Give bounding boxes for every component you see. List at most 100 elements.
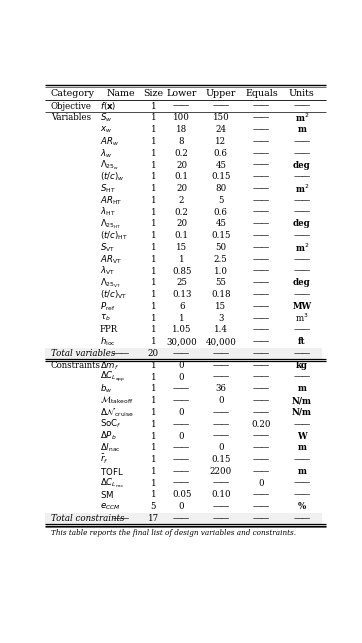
Text: ——: —— xyxy=(253,102,270,111)
Text: 1: 1 xyxy=(151,372,156,381)
Text: 25: 25 xyxy=(176,278,187,287)
Text: $S_w$: $S_w$ xyxy=(100,112,112,124)
Text: $(t/c)_{\mathrm{VT}}$: $(t/c)_{\mathrm{VT}}$ xyxy=(100,289,127,301)
Text: ——: —— xyxy=(253,137,270,146)
Text: m$^2$: m$^2$ xyxy=(295,241,309,254)
Text: ——: —— xyxy=(253,302,270,311)
Text: 0: 0 xyxy=(179,502,185,511)
Text: ——: —— xyxy=(253,467,270,476)
Text: 1: 1 xyxy=(151,361,156,370)
Text: m: m xyxy=(297,385,306,394)
Text: ——: —— xyxy=(173,396,190,405)
Text: 0.15: 0.15 xyxy=(211,455,231,464)
Text: Name: Name xyxy=(106,89,135,98)
Text: ——: —— xyxy=(253,431,270,440)
Text: ——: —— xyxy=(293,478,310,487)
Text: ——: —— xyxy=(253,161,270,170)
Text: ——: —— xyxy=(212,502,230,511)
Text: ——: —— xyxy=(293,372,310,381)
Text: ——: —— xyxy=(253,514,270,523)
Text: 1: 1 xyxy=(179,255,185,264)
Text: deg: deg xyxy=(293,219,311,228)
Text: ——: —— xyxy=(253,149,270,158)
Text: $\Delta C_{L_{\mathrm{nac}}}$: $\Delta C_{L_{\mathrm{nac}}}$ xyxy=(100,476,124,490)
Text: 40,000: 40,000 xyxy=(205,338,236,347)
Text: 1.0: 1.0 xyxy=(214,267,228,276)
Text: 30,000: 30,000 xyxy=(166,338,197,347)
Text: 0: 0 xyxy=(179,408,185,417)
Text: ——: —— xyxy=(173,443,190,452)
Text: Units: Units xyxy=(289,89,315,98)
Text: 1: 1 xyxy=(151,385,156,394)
Text: 0.1: 0.1 xyxy=(174,231,189,240)
Text: 36: 36 xyxy=(215,385,226,394)
Text: $\mathrm{SoC}_f$: $\mathrm{SoC}_f$ xyxy=(100,418,121,430)
Text: $\Lambda_{25_w}$: $\Lambda_{25_w}$ xyxy=(100,158,119,172)
Text: $\Delta C_{L_{\mathrm{app}}}$: $\Delta C_{L_{\mathrm{app}}}$ xyxy=(100,370,125,385)
Bar xyxy=(45,512,322,525)
Text: ——: —— xyxy=(173,349,190,358)
Text: 1.05: 1.05 xyxy=(172,325,191,334)
Text: ——: —— xyxy=(293,149,310,158)
Text: 0.10: 0.10 xyxy=(211,491,231,500)
Text: ——: —— xyxy=(253,243,270,252)
Text: 0: 0 xyxy=(179,361,185,370)
Text: $e_{CCM}$: $e_{CCM}$ xyxy=(100,502,120,512)
Text: 0.20: 0.20 xyxy=(252,420,271,429)
Text: $P_{\mathrm{ref}}$: $P_{\mathrm{ref}}$ xyxy=(100,300,115,312)
Text: ——: —— xyxy=(212,408,230,417)
Text: ——: —— xyxy=(173,467,190,476)
Text: ——: —— xyxy=(212,361,230,370)
Text: 0.6: 0.6 xyxy=(214,208,228,217)
Text: $\mathrm{TOFL}$: $\mathrm{TOFL}$ xyxy=(100,466,123,477)
Text: 1: 1 xyxy=(151,420,156,429)
Text: 1: 1 xyxy=(151,302,156,311)
Text: ——: —— xyxy=(253,372,270,381)
Text: Variables: Variables xyxy=(51,113,91,122)
Text: ——: —— xyxy=(253,502,270,511)
Text: ——: —— xyxy=(253,361,270,370)
Text: ——: —— xyxy=(253,267,270,276)
Text: $\Delta\mathcal{N}_{\mathrm{cruise}}$: $\Delta\mathcal{N}_{\mathrm{cruise}}$ xyxy=(100,406,134,419)
Text: 1: 1 xyxy=(151,172,156,181)
Text: ——: —— xyxy=(173,102,190,111)
Text: 1: 1 xyxy=(151,161,156,170)
Text: 1: 1 xyxy=(151,267,156,276)
Text: ——: —— xyxy=(253,255,270,264)
Text: deg: deg xyxy=(293,161,311,170)
Text: 1: 1 xyxy=(151,314,156,323)
Text: Constraints: Constraints xyxy=(51,361,101,370)
Text: ——: —— xyxy=(253,196,270,205)
Text: Lower: Lower xyxy=(167,89,197,98)
Text: 20: 20 xyxy=(176,161,187,170)
Text: This table reports the final list of design variables and constraints.: This table reports the final list of des… xyxy=(51,529,296,537)
Text: ——: —— xyxy=(173,514,190,523)
Text: 1: 1 xyxy=(151,219,156,228)
Text: 2200: 2200 xyxy=(210,467,232,476)
Text: ——: —— xyxy=(293,290,310,299)
Text: m$^3$: m$^3$ xyxy=(295,312,308,325)
Text: m: m xyxy=(297,125,306,134)
Text: $\lambda_w$: $\lambda_w$ xyxy=(100,147,112,159)
Text: 18: 18 xyxy=(176,125,187,134)
Text: Total constraints: Total constraints xyxy=(51,514,124,523)
Text: 1: 1 xyxy=(151,290,156,299)
Text: ——: —— xyxy=(293,420,310,429)
Text: ——: —— xyxy=(173,385,190,394)
Text: ——: —— xyxy=(253,349,270,358)
Text: ——: —— xyxy=(293,208,310,217)
Text: $x_w$: $x_w$ xyxy=(100,125,112,135)
Text: 1: 1 xyxy=(151,196,156,205)
Text: 20: 20 xyxy=(176,219,187,228)
Text: ——: —— xyxy=(253,208,270,217)
Text: 20: 20 xyxy=(148,349,159,358)
Text: ——: —— xyxy=(293,325,310,334)
Text: ——: —— xyxy=(253,408,270,417)
Text: 1: 1 xyxy=(151,102,156,111)
Text: ——: —— xyxy=(253,278,270,287)
Text: ——: —— xyxy=(212,349,230,358)
Text: 0.1: 0.1 xyxy=(174,172,189,181)
Text: m: m xyxy=(297,467,306,476)
Text: ——: —— xyxy=(212,372,230,381)
Text: ——: —— xyxy=(253,290,270,299)
